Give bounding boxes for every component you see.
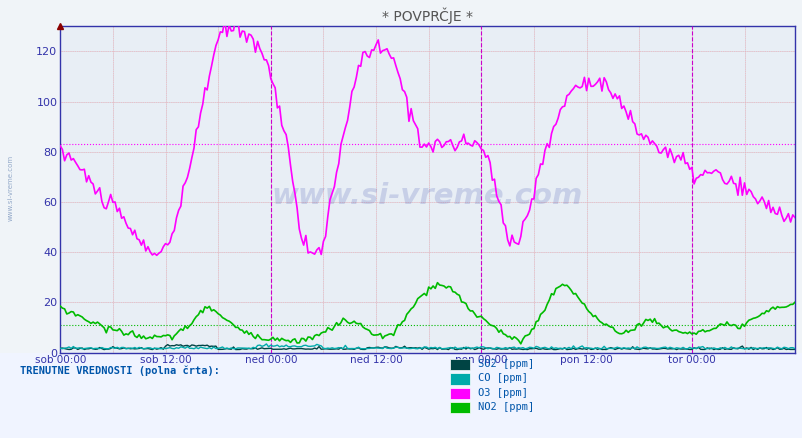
Text: O3 [ppm]: O3 [ppm] [477,388,527,398]
Text: CO [ppm]: CO [ppm] [477,373,527,383]
Text: www.si-vreme.com: www.si-vreme.com [272,182,582,210]
Title: * POVPRČJE *: * POVPRČJE * [382,7,472,24]
Text: TRENUTNE VREDNOSTI (polna črta):: TRENUTNE VREDNOSTI (polna črta): [20,366,220,376]
Text: SO2 [ppm]: SO2 [ppm] [477,359,533,369]
Text: www.si-vreme.com: www.si-vreme.com [7,155,14,221]
Text: NO2 [ppm]: NO2 [ppm] [477,402,533,412]
